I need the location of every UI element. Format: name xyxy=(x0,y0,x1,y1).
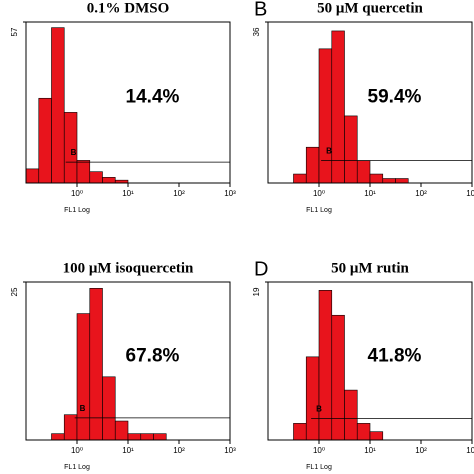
histogram-bar xyxy=(344,389,358,441)
x-tick-label: 10³ xyxy=(224,189,236,198)
histogram-bar xyxy=(89,171,103,184)
x-tick-label: 10³ xyxy=(466,446,474,455)
histogram-bar xyxy=(153,433,167,441)
y-tick-label: 36 xyxy=(252,27,261,36)
histogram-bar xyxy=(356,160,371,184)
gate-label: B xyxy=(80,404,86,413)
x-tick-label: 10² xyxy=(415,189,427,198)
histogram-bar xyxy=(63,414,78,441)
y-tick-label: 57 xyxy=(10,27,19,36)
histogram-bar xyxy=(344,115,358,184)
histogram-bar xyxy=(102,376,116,441)
histogram-bar xyxy=(356,423,371,441)
histogram-bar xyxy=(305,356,320,441)
histogram-bar xyxy=(114,420,129,441)
panel: 50 μM quercetin B 10⁰ 10¹ 10² 10³ FL1 Log 36 B 59… xyxy=(252,0,474,214)
x-tick-label: 10¹ xyxy=(364,189,376,198)
gate-label: B xyxy=(316,404,322,413)
percent-annotation: 59.4% xyxy=(368,87,422,108)
panel: 100 μM isoquercetin 10⁰ 10¹ 10² 10³ FL1 Log 25… xyxy=(10,260,236,470)
gate-label: B xyxy=(71,148,77,157)
x-tick-label: 10² xyxy=(173,189,185,198)
panel: 50 μM rutin D 10⁰ 10¹ 10² 10³ FL1 Log 19 B 41.8% xyxy=(252,258,474,471)
histogram-bar xyxy=(293,423,307,441)
panel-title: 50 μM quercetin xyxy=(317,0,423,16)
x-tick-label: 10⁰ xyxy=(71,446,83,455)
x-tick-label: 10² xyxy=(173,446,185,455)
histogram-bar xyxy=(318,48,333,184)
histogram-bar xyxy=(38,97,52,184)
x-tick-label: 10¹ xyxy=(122,189,134,198)
percent-annotation: 14.4% xyxy=(126,87,180,108)
histogram-bar xyxy=(318,290,333,441)
histogram-bar xyxy=(51,27,65,184)
histogram-bar xyxy=(331,30,345,184)
x-tick-label: 10¹ xyxy=(122,446,134,455)
percent-annotation: 67.8% xyxy=(126,345,180,366)
y-tick-label: 19 xyxy=(252,287,261,296)
histogram-bar xyxy=(305,146,320,184)
histogram-bar xyxy=(76,313,91,441)
histogram-bar xyxy=(76,160,91,184)
x-axis-label: FL1 Log xyxy=(306,464,332,471)
x-axis-label: FL1 Log xyxy=(64,464,90,471)
histogram-bar xyxy=(369,173,384,184)
histogram-bar xyxy=(102,177,116,184)
panel-title: 50 μM rutin xyxy=(331,260,409,276)
gate-label: B xyxy=(326,147,332,156)
panel-title: 100 μM isoquercetin xyxy=(63,260,194,276)
panel: 0.1% DMSO 10⁰ 10¹ 10² 10³ FL1 Log 57 B 14.4% xyxy=(10,0,236,213)
histogram-bar xyxy=(89,288,103,441)
histogram-bar xyxy=(127,433,142,441)
histogram-bar xyxy=(395,178,409,184)
x-tick-label: 10⁰ xyxy=(313,189,325,198)
x-tick-label: 10² xyxy=(415,446,427,455)
panel-title: 0.1% DMSO xyxy=(87,0,170,16)
panel-label: D xyxy=(254,258,268,280)
x-tick-label: 10³ xyxy=(466,189,474,198)
histogram-bar xyxy=(51,433,65,441)
histogram-bar xyxy=(369,431,384,441)
histogram-bar xyxy=(331,314,345,441)
x-axis-label: FL1 Log xyxy=(306,207,332,214)
x-tick-label: 10⁰ xyxy=(71,189,83,198)
x-tick-label: 10⁰ xyxy=(313,446,325,455)
histogram-bar xyxy=(25,168,40,184)
y-tick-label: 25 xyxy=(10,287,19,296)
histogram-bar xyxy=(293,173,307,184)
x-axis-label: FL1 Log xyxy=(64,207,90,214)
x-tick-label: 10¹ xyxy=(364,446,376,455)
percent-annotation: 41.8% xyxy=(368,345,422,366)
histogram-bar xyxy=(140,433,154,441)
histogram-bar xyxy=(382,178,396,184)
panel-label: B xyxy=(254,0,267,20)
x-tick-label: 10³ xyxy=(224,446,236,455)
